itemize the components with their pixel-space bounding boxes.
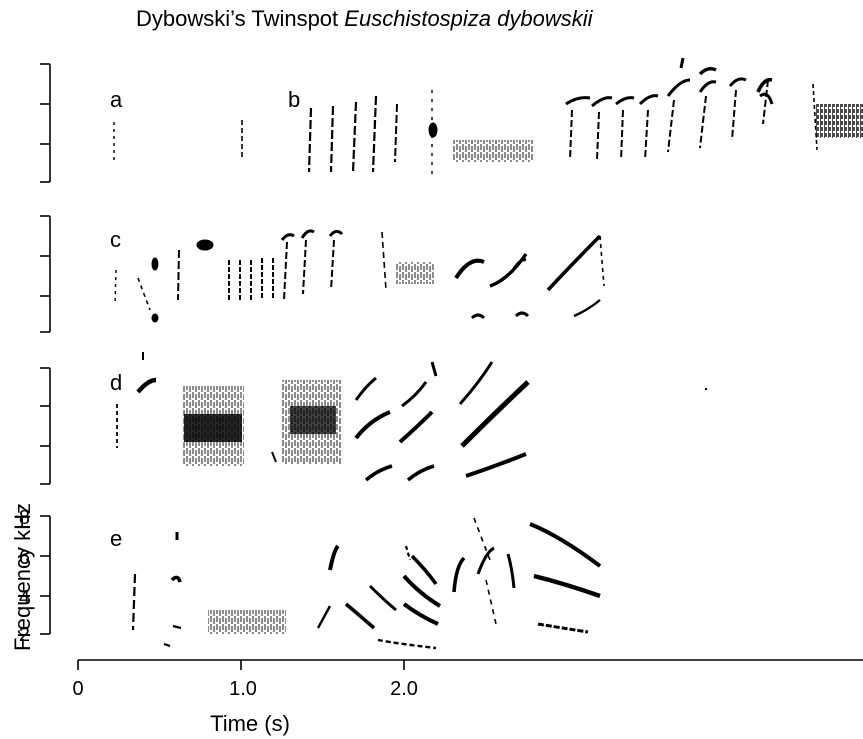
x-axis-label: Time (s) xyxy=(210,711,290,736)
y-tick-2: 2 xyxy=(19,624,30,646)
x-tick-2: 2.0 xyxy=(390,678,418,700)
panel-e-axis xyxy=(40,515,51,635)
time-axis xyxy=(77,659,863,670)
trace-row-e xyxy=(131,517,602,650)
panel-label-b: b xyxy=(288,87,300,112)
panel-a-axis xyxy=(40,63,51,183)
panel-label-c: c xyxy=(110,227,121,252)
x-tick-1: 1.0 xyxy=(229,678,257,700)
trace-row-c xyxy=(114,229,605,323)
panel-label-e: e xyxy=(110,526,122,551)
panel-label-a: a xyxy=(110,87,123,112)
x-tick-0: 0 xyxy=(72,678,83,700)
panel-label-d: d xyxy=(110,370,122,395)
trace-row-ab xyxy=(113,57,863,178)
panel-c-axis xyxy=(40,215,51,333)
title-common-name: Dybowski’s Twinspot xyxy=(136,6,339,31)
trace-row-d xyxy=(116,352,707,482)
y-tick-4: 4 xyxy=(19,587,30,609)
y-axis-label: Frequency kHz xyxy=(10,503,35,651)
y-tick-6: 6 xyxy=(19,547,30,569)
panel-axes xyxy=(40,63,51,635)
figure-title: Dybowski’s Twinspot Euschistospiza dybow… xyxy=(136,6,593,32)
y-tick-8: 8 xyxy=(19,507,30,529)
panel-d-axis xyxy=(40,367,51,485)
title-species: Euschistospiza dybowskii xyxy=(344,6,593,31)
spectrogram-traces xyxy=(113,57,863,650)
